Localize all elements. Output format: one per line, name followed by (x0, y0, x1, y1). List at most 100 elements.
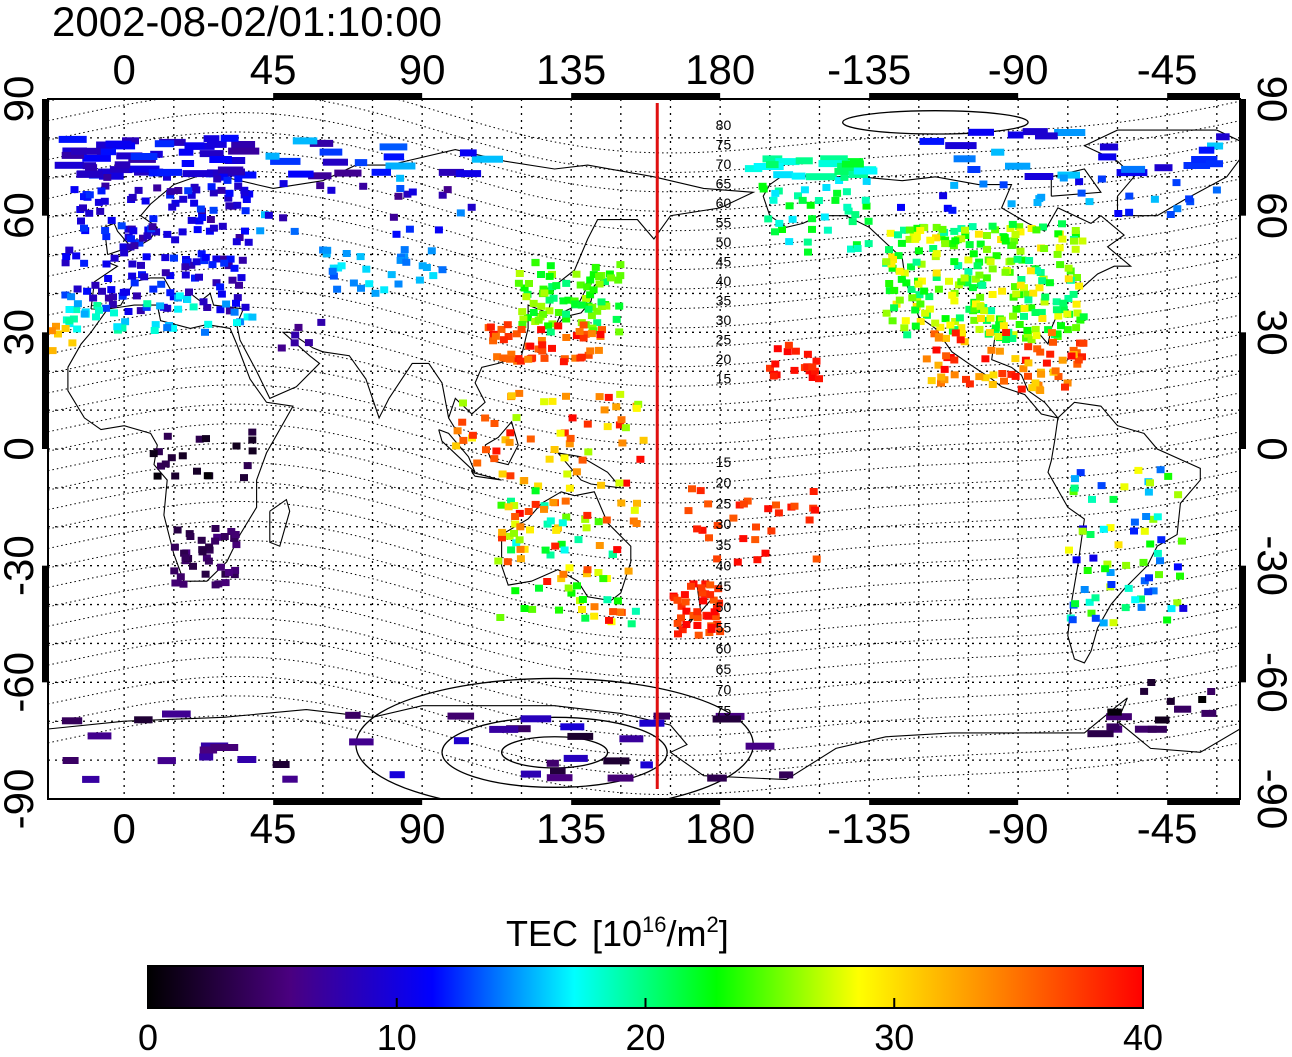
tec-point (1139, 558, 1148, 566)
tec-point (169, 293, 178, 301)
tec-point (96, 148, 116, 156)
tec-point (207, 169, 229, 177)
tec-point (888, 264, 897, 272)
top-lon-label: 0 (112, 46, 135, 93)
tec-point (67, 293, 76, 301)
tec-point (682, 607, 691, 615)
tec-point (601, 278, 609, 286)
tec-point (290, 339, 299, 347)
tec-point (507, 350, 516, 358)
tec-point (1134, 466, 1143, 474)
tec-point (1078, 237, 1087, 245)
tec-point (1134, 725, 1157, 733)
tec-point (405, 225, 414, 233)
tec-point (167, 454, 176, 462)
tec-point (926, 236, 935, 244)
tec-point (129, 165, 160, 173)
tec-point (631, 607, 640, 615)
tec-point (1040, 245, 1049, 252)
tec-point (525, 280, 533, 287)
tec-point (323, 246, 332, 254)
tec-point (228, 147, 260, 155)
tec-point (1078, 527, 1087, 535)
tec-point (704, 612, 713, 620)
tec-point (163, 432, 172, 440)
tec-point (193, 467, 201, 475)
tec-point (579, 321, 588, 329)
tec-point (562, 334, 571, 341)
tec-point (82, 775, 100, 783)
tec-point (920, 287, 929, 295)
tec-point (810, 367, 819, 375)
tec-point (117, 222, 126, 230)
frame-segment (273, 799, 423, 805)
contour-label: 30 (716, 516, 732, 532)
tec-point (169, 324, 177, 332)
tec-point (389, 771, 405, 779)
tec-point (1130, 518, 1139, 526)
tec-point (548, 397, 557, 405)
tec-point (563, 470, 572, 478)
tec-point (812, 357, 821, 365)
tec-point (98, 287, 106, 295)
tec-point (992, 252, 1001, 260)
tec-point (1011, 231, 1020, 238)
tec-point (443, 186, 452, 194)
coastline (269, 498, 291, 547)
tec-point (903, 331, 912, 339)
tec-point (354, 159, 368, 167)
tec-point (705, 534, 713, 542)
tec-point (541, 546, 550, 554)
right-lat-label: 60 (1249, 192, 1292, 239)
tec-point (526, 435, 535, 443)
contour-label: 25 (716, 332, 732, 348)
tec-point (1011, 355, 1020, 363)
tec-point (803, 238, 812, 246)
tec-point (968, 223, 977, 231)
tec-point (946, 321, 955, 329)
tec-point (941, 240, 950, 248)
frame-segment (1167, 799, 1240, 805)
tec-point (578, 456, 587, 464)
tec-point (560, 429, 569, 437)
tec-point (170, 254, 178, 262)
tec-point (1054, 230, 1063, 238)
tec-point (543, 578, 552, 585)
tec-point (958, 330, 966, 338)
tec-point (198, 548, 207, 556)
tec-point (972, 300, 980, 308)
tec-point (709, 596, 718, 604)
tec-point (1000, 377, 1008, 385)
tec-point (507, 392, 516, 400)
tec-point (241, 303, 250, 311)
tec-point (615, 302, 624, 310)
tec-point (639, 436, 648, 444)
tec-point (632, 520, 641, 527)
tec-point (1149, 515, 1158, 523)
tec-point (711, 613, 720, 621)
tec-point (986, 314, 995, 322)
tec-point (1185, 195, 1194, 203)
tec-point (1140, 687, 1149, 695)
tec-point (272, 761, 290, 768)
tec-point (710, 608, 719, 616)
tec-point (132, 292, 141, 300)
tec-point (540, 398, 549, 406)
tec-point (520, 545, 529, 553)
tec-point (1097, 175, 1106, 183)
tec-point (142, 303, 151, 311)
contour-label: 75 (716, 702, 732, 718)
tec-point (537, 302, 546, 310)
tec-point (764, 505, 773, 513)
tec-point (572, 468, 581, 476)
tec-point (751, 536, 760, 544)
tec-point (85, 164, 98, 172)
tec-point (593, 307, 602, 315)
tec-point (925, 293, 934, 301)
bottom-lon-label: 45 (250, 805, 297, 852)
tec-point (1020, 312, 1028, 320)
tec-point (1024, 372, 1032, 380)
tec-point (392, 230, 401, 238)
tec-point (220, 259, 229, 267)
tec-point (1070, 484, 1079, 492)
